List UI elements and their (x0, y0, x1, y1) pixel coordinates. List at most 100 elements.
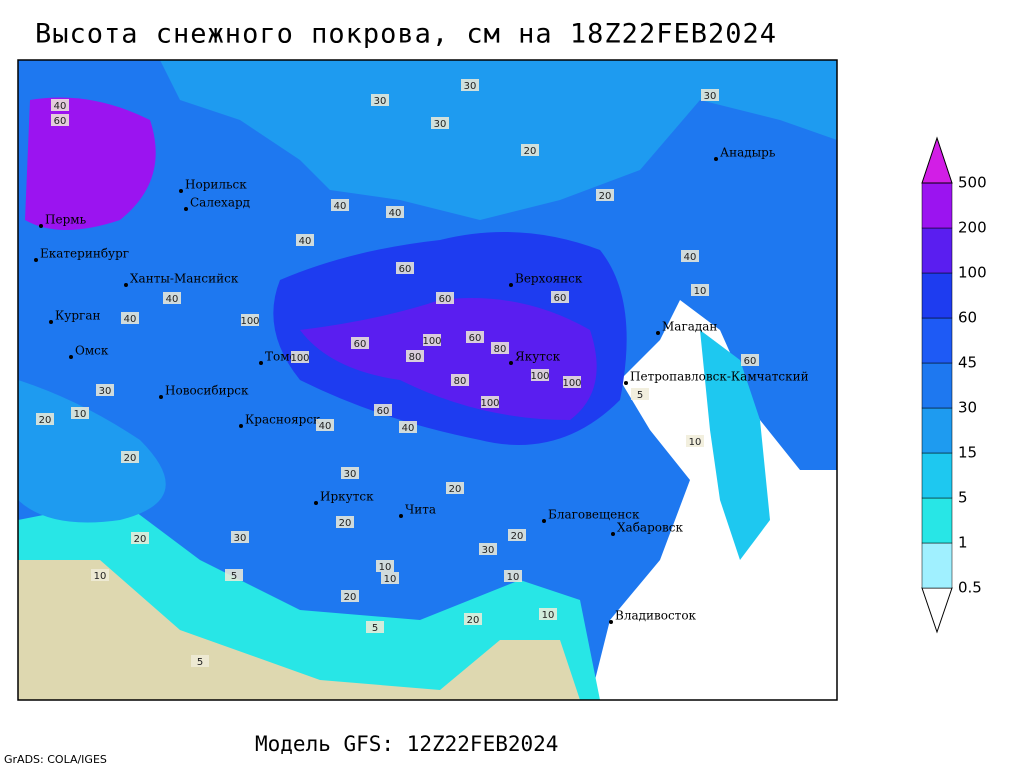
city-label: Курган (55, 309, 100, 323)
city-dot (399, 514, 403, 518)
colorbar-band (921, 542, 953, 589)
contour-label: 60 (744, 356, 757, 367)
contour-label: 40 (402, 423, 415, 434)
colorbar-label: 0.5 (958, 579, 982, 597)
contour-label: 60 (554, 293, 567, 304)
contour-label: 5 (197, 657, 203, 668)
contour-label-box (681, 250, 699, 262)
contour-label: 20 (39, 415, 52, 426)
contour-label-box (231, 531, 249, 543)
city-dot (179, 189, 183, 193)
contour-label-box (36, 413, 54, 425)
contour-label: 10 (507, 572, 520, 583)
city-dot (624, 381, 628, 385)
contour-label: 20 (467, 615, 480, 626)
contour-label-box (371, 94, 389, 106)
contour-label-box (461, 79, 479, 91)
map-title: Высота снежного покрова, см на 18Z22FEB2… (35, 19, 777, 50)
contour-label: 100 (530, 371, 549, 382)
city-label: Новосибирск (165, 384, 249, 398)
contour-label: 20 (511, 531, 524, 542)
contour-label: 30 (464, 81, 477, 92)
contour-label: 80 (494, 344, 507, 355)
city-dot (542, 519, 546, 523)
contour-label: 20 (449, 484, 462, 495)
contour-label: 20 (599, 191, 612, 202)
contour-label: 20 (339, 518, 352, 529)
city-label: Петропавловск-Камчатский (630, 370, 809, 384)
contour-label-box (225, 569, 243, 581)
contour-label: 30 (344, 469, 357, 480)
contour-label: 60 (354, 339, 367, 350)
city-dot (124, 283, 128, 287)
colorbar-under (921, 587, 953, 634)
colorbar-label: 1 (958, 534, 968, 552)
city-label: Верхоянск (515, 272, 583, 286)
contour-label-box (631, 388, 649, 400)
contour-label-box (479, 543, 497, 555)
city-dot (509, 361, 513, 365)
city-label: Иркутск (320, 490, 374, 504)
colorbar-label: 5 (958, 489, 968, 507)
city-dot (509, 283, 513, 287)
contour-label: 10 (542, 610, 555, 621)
contour-label-box (376, 560, 394, 572)
city-label: Благовещенск (548, 508, 640, 522)
contour-label: 20 (344, 592, 357, 603)
contour-label-box (563, 376, 581, 388)
city-dot (39, 224, 43, 228)
contour-label: 30 (434, 119, 447, 130)
contour-label: 80 (409, 352, 422, 363)
contour-label: 40 (684, 252, 697, 263)
contour-label: 40 (334, 201, 347, 212)
colorbar-label: 100 (958, 264, 987, 282)
contour-label: 30 (234, 533, 247, 544)
contour-label: 30 (99, 386, 112, 397)
contour-label: 60 (377, 406, 390, 417)
city-label: Екатеринбург (40, 247, 129, 261)
contour-label-box (351, 337, 369, 349)
contour-label: 100 (290, 353, 309, 364)
map-frame (17, 59, 838, 701)
contour-label-box (341, 590, 359, 602)
contour-label-box (191, 655, 209, 667)
colorbar-band (921, 182, 953, 229)
pacific-ocean (590, 300, 837, 700)
contour-label-box (316, 419, 334, 431)
contour-label-box (241, 314, 259, 326)
snow-free-land (18, 560, 580, 700)
kazakh-snow (18, 380, 166, 523)
contour-label-box (686, 435, 704, 447)
colorbar-band (921, 497, 953, 544)
contour-label-box (504, 570, 522, 582)
contour-label-box (399, 421, 417, 433)
map-area (17, 59, 838, 701)
city-dot (656, 331, 660, 335)
colorbar-band (921, 362, 953, 409)
city-dot (49, 320, 53, 324)
model-label: Модель GFS: 12Z22FEB2024 (255, 732, 558, 756)
contour-label-box (406, 350, 424, 362)
contour-label-box (51, 99, 69, 111)
contour-label-box (531, 369, 549, 381)
contour-label-box (431, 117, 449, 129)
contour-label-box (464, 613, 482, 625)
city-label: Омск (75, 344, 109, 358)
contour-label: 40 (124, 314, 137, 325)
contour-label: 30 (482, 545, 495, 556)
city-dot (259, 361, 263, 365)
city-dot (714, 157, 718, 161)
city-label: Салехард (190, 196, 250, 210)
contour-label-box (446, 482, 464, 494)
contour-label-box (163, 292, 181, 304)
city-label: Анадырь (720, 146, 776, 160)
city-label: Ханты-Мансийск (130, 272, 239, 286)
colorbar-label: 200 (958, 219, 987, 237)
credit: GrADS: COLA/IGES (4, 753, 107, 766)
city-dot (159, 395, 163, 399)
contour-label-box (508, 529, 526, 541)
contour-label-box (701, 89, 719, 101)
contour-label-box (341, 467, 359, 479)
city-dot (239, 424, 243, 428)
colorbar-band (921, 317, 953, 364)
